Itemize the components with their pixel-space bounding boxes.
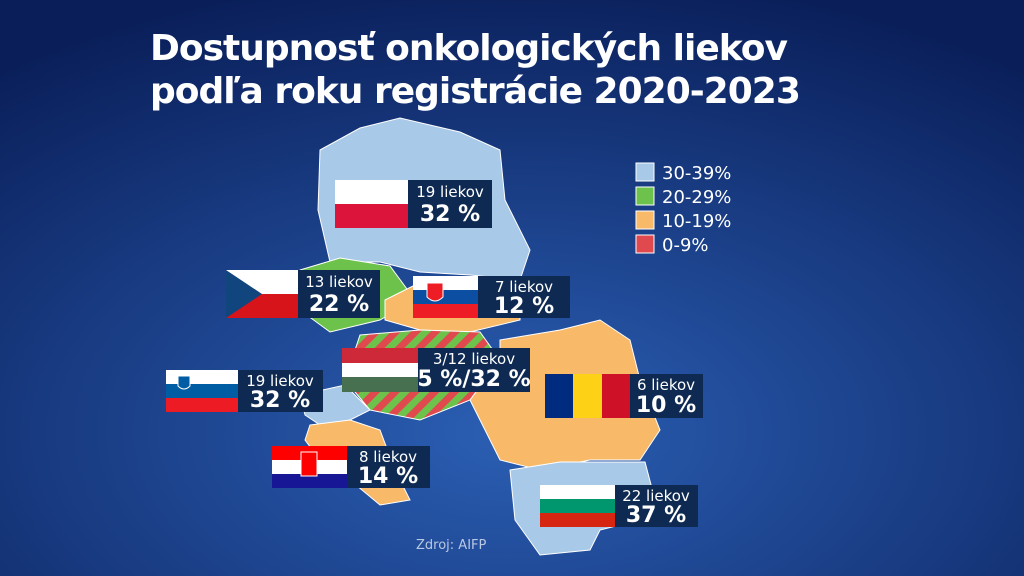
share: 5 %/32 % xyxy=(417,367,530,392)
legend-label: 30-39% xyxy=(662,163,731,184)
count: 6 liekov xyxy=(637,376,695,394)
count: 19 liekov xyxy=(416,183,484,201)
hungary-label: 3/12 liekov 5 %/32 % xyxy=(342,348,531,392)
count: 7 liekov xyxy=(495,278,553,296)
share: 12 % xyxy=(494,294,554,319)
croatia-label: 8 liekov 14 % xyxy=(272,446,430,489)
share: 10 % xyxy=(636,393,696,418)
count: 13 liekov xyxy=(305,273,373,291)
slovenia-label: 19 liekov 32 % xyxy=(166,370,323,413)
count: 19 liekov xyxy=(246,372,314,390)
share: 14 % xyxy=(358,464,418,489)
legend-label: 20-29% xyxy=(662,187,731,208)
count: 8 liekov xyxy=(359,448,417,466)
title-line: podľa roku registrácie 2020-2023 xyxy=(150,71,800,112)
share: 32 % xyxy=(250,388,310,413)
count: 22 liekov xyxy=(622,487,690,505)
count: 3/12 liekov xyxy=(433,350,515,368)
legend: 30-39% 20-29% 10-19% 0-9% xyxy=(635,162,731,256)
slovakia-label: 7 liekov 12 % xyxy=(413,276,570,319)
legend-swatch xyxy=(635,234,655,254)
romania-label: 6 liekov 10 % xyxy=(545,374,703,418)
legend-swatch xyxy=(635,162,655,182)
share: 22 % xyxy=(309,292,369,317)
legend-label: 10-19% xyxy=(662,211,731,232)
czechia-label: 13 liekov 22 % xyxy=(226,270,380,318)
poland-label: 19 liekov 32 % xyxy=(335,180,492,228)
source: Zdroj: AIFP xyxy=(416,538,486,553)
title-line: Dostupnosť onkologických liekov xyxy=(150,28,787,69)
bulgaria-label: 22 liekov 37 % xyxy=(540,485,698,528)
legend-swatch xyxy=(635,210,655,230)
legend-swatch xyxy=(635,186,655,206)
share: 32 % xyxy=(420,202,480,227)
legend-label: 0-9% xyxy=(662,235,709,256)
share: 37 % xyxy=(626,503,686,528)
